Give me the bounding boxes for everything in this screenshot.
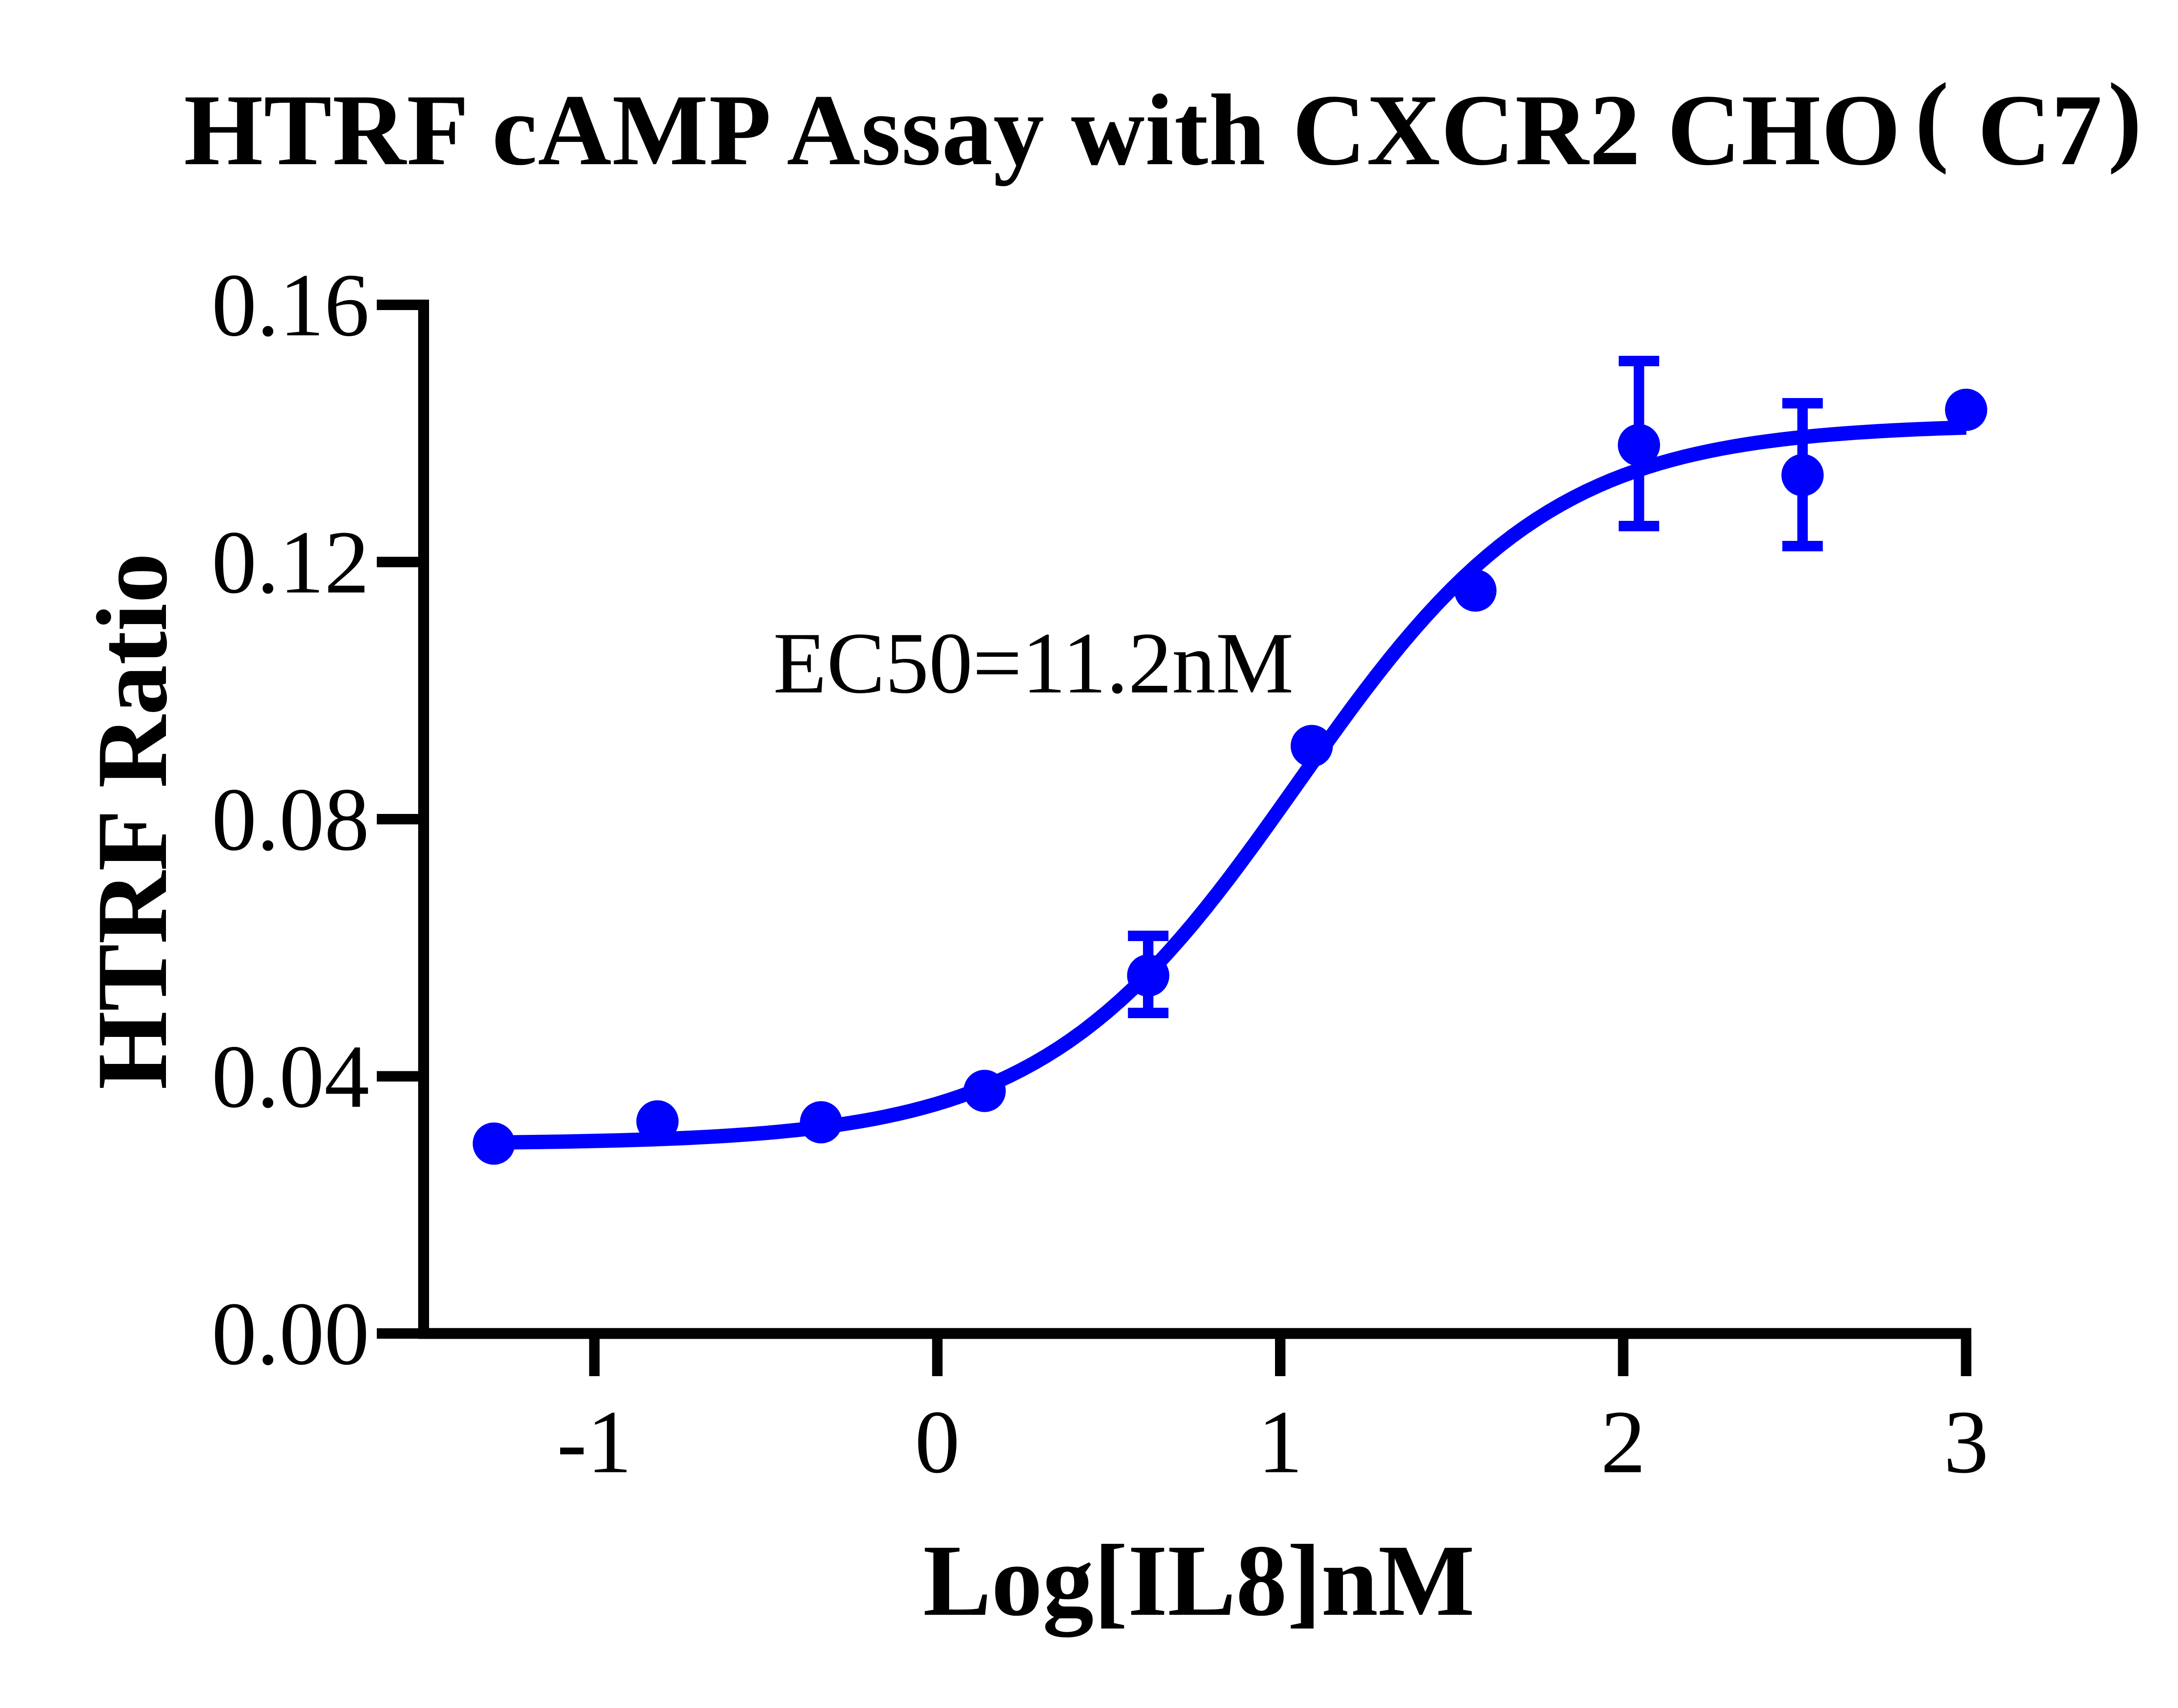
svg-text:0: 0 bbox=[915, 1392, 960, 1492]
svg-text:2: 2 bbox=[1601, 1392, 1646, 1492]
svg-text:0.12: 0.12 bbox=[212, 513, 369, 612]
svg-text:HTRF cAMP Assay with CXCR2 CHO: HTRF cAMP Assay with CXCR2 CHO bbox=[184, 73, 1901, 186]
svg-text:0.08: 0.08 bbox=[212, 770, 369, 869]
svg-text:C7: C7 bbox=[1978, 73, 2102, 186]
svg-text:(: ( bbox=[1915, 62, 1949, 175]
svg-text:0.16: 0.16 bbox=[212, 255, 369, 355]
svg-text:): ) bbox=[2108, 62, 2142, 175]
svg-text:HTRF Ratio: HTRF Ratio bbox=[77, 553, 188, 1090]
svg-text:0.00: 0.00 bbox=[212, 1284, 369, 1384]
svg-text:Log[IL8]nM: Log[IL8]nM bbox=[923, 1524, 1475, 1637]
svg-text:EC50=11.2nM: EC50=11.2nM bbox=[773, 615, 1294, 712]
svg-text:1: 1 bbox=[1258, 1392, 1303, 1492]
svg-text:3: 3 bbox=[1944, 1392, 1989, 1492]
svg-text:-1: -1 bbox=[557, 1392, 632, 1492]
svg-text:0.04: 0.04 bbox=[212, 1027, 369, 1127]
